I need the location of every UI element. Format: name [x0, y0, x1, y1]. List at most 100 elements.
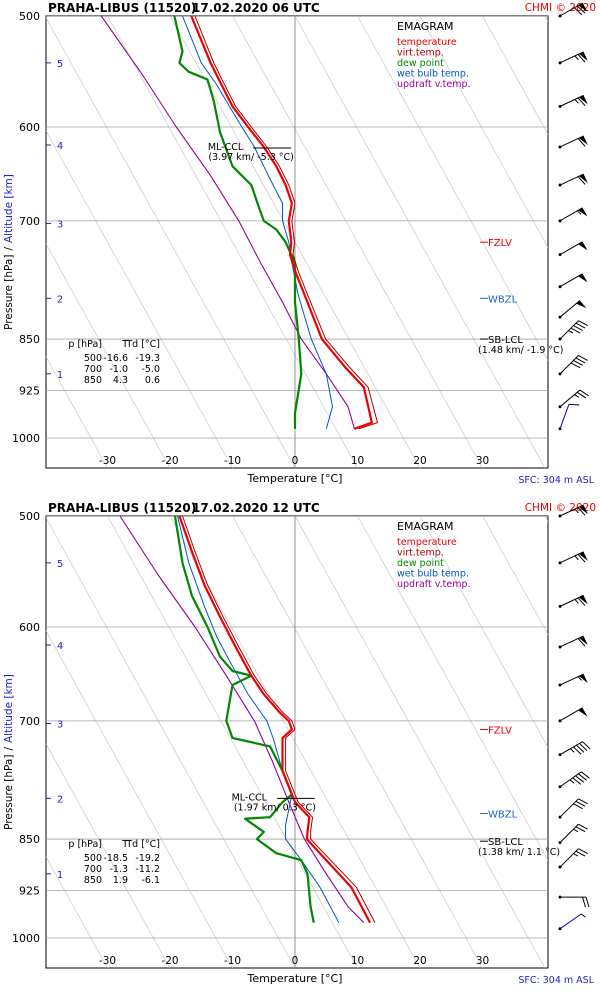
wind-barb-feather: [580, 771, 590, 779]
x-tick-label: 10: [351, 455, 364, 467]
wind-barb: [558, 51, 588, 65]
table-cell: 850: [84, 875, 102, 886]
wind-barb-pennant: [579, 674, 588, 684]
wind-barb-staff: [559, 355, 579, 375]
wind-barb: [558, 741, 591, 757]
wind-barb-feather: [575, 775, 585, 783]
wind-barb-pennant: [579, 635, 588, 646]
copyright: CHMI © 2020: [525, 502, 596, 514]
ml-ccl-label: ML-CCL: [208, 142, 244, 153]
x-tick-label: -20: [161, 455, 178, 467]
table-cell: 500: [84, 853, 102, 864]
adiabat-line: [46, 630, 233, 968]
series-line-dewpoint: [173, 16, 303, 429]
wind-barb: [558, 320, 588, 341]
wind-barb-feather: [582, 741, 591, 750]
wind-barb-feather: [578, 320, 588, 327]
wind-barb-half-feather: [573, 828, 579, 833]
adiabat-line: [419, 16, 548, 249]
grid-layer: [46, 16, 548, 468]
wind-barb-half-feather: [570, 748, 575, 753]
wind-barb: [558, 798, 588, 819]
altitude-tick-label: 5: [57, 59, 63, 70]
series-line-updraft: [119, 516, 365, 923]
wind-barb-pennant: [579, 51, 588, 61]
pressure-tick-label: 500: [19, 510, 40, 523]
wind-barb: [558, 504, 588, 518]
wind-barb-staff: [559, 673, 584, 686]
plot-frame: [45, 15, 549, 469]
x-tick-label: 0: [292, 455, 299, 467]
wind-barb-feather: [576, 744, 585, 753]
wind-barb-staff: [559, 51, 584, 64]
pressure-tick-label: 925: [19, 885, 40, 898]
wind-barb: [558, 594, 588, 608]
wind-barb-pennant: [578, 207, 588, 217]
legend-item-updraftvtemp: updraft v.temp.: [397, 579, 471, 590]
wind-barb-staff: [559, 94, 584, 107]
surface-elevation-label: SFC: 304 m ASL: [518, 975, 594, 986]
pressure-tick-label: 700: [19, 715, 40, 728]
wind-barb-staff: [559, 404, 570, 429]
wind-barb-feather: [578, 798, 588, 805]
wind-barb-staff: [559, 389, 581, 408]
wind-barb-half-feather: [574, 599, 579, 604]
legend-item-updraftvtemp: updraft v.temp.: [397, 79, 471, 90]
altitude-tick-label: 5: [57, 559, 63, 570]
altitude-tick-label: 2: [57, 294, 63, 305]
level-label-wbzl: WBZL: [488, 809, 518, 820]
adiabat-line: [107, 516, 358, 968]
grid-layer: [46, 516, 548, 968]
table-cell: 4.3: [113, 375, 128, 386]
wind-barb-feather: [573, 325, 583, 332]
wind-barb-staff: [559, 504, 584, 517]
wind-barb-feather: [577, 176, 586, 185]
legend-item-wetbulbtemp: wet bulb temp.: [397, 569, 469, 580]
adiabat-line: [107, 16, 358, 468]
wind-barb: [558, 207, 588, 223]
wind-barb-pennant: [579, 135, 588, 146]
table-cell: -1.3: [109, 864, 128, 875]
wind-barb-half-feather: [574, 99, 579, 104]
legend-item-dewpoint: dew point: [397, 58, 444, 69]
wind-barb-half-feather: [574, 555, 579, 561]
pressure-tick-label: 850: [19, 333, 40, 346]
wind-barb-staff: [559, 594, 584, 607]
altitude-tick-label: 3: [57, 219, 63, 230]
series-line-virtual: [182, 516, 376, 923]
chart-datetime: 17.02.2020 06 UTC: [192, 1, 320, 15]
plot-frame: [45, 515, 549, 969]
wind-barb-feather: [577, 638, 586, 647]
adiabat-line: [46, 856, 108, 968]
wind-barb-staff: [559, 300, 581, 318]
table-header: T: [121, 339, 128, 350]
wind-barb: [558, 895, 590, 908]
y-axis-label-altitude: Altitude [km]: [3, 674, 15, 743]
pressure-tick-label: 600: [19, 621, 40, 634]
table-cell: 850: [84, 375, 102, 386]
wind-barb-feather: [573, 7, 583, 16]
wind-barb-feather: [576, 5, 586, 14]
pressure-tick-label: 700: [19, 215, 40, 228]
x-axis-label: Temperature [°C]: [247, 972, 343, 985]
legend-item-wetbulbtemp: wet bulb temp.: [397, 69, 469, 80]
wind-barb-feather: [572, 777, 582, 785]
wind-barb-staff: [559, 913, 582, 930]
adiabat-line: [294, 16, 546, 468]
wind-barb-pennant: [578, 3, 588, 12]
x-tick-label: 30: [476, 455, 489, 467]
adiabat-line: [46, 517, 296, 968]
wind-barb: [558, 273, 588, 289]
altitude-tick-label: 3: [57, 719, 63, 730]
table-header: Td [°C]: [125, 339, 160, 350]
wind-barb-feather: [585, 896, 590, 908]
wind-barb-feather: [577, 554, 586, 563]
wind-barb-feather: [576, 391, 587, 399]
wind-barb-feather: [578, 848, 588, 855]
wind-barb: [558, 823, 588, 845]
pressure-tick-label: 925: [19, 385, 40, 398]
wind-barb: [558, 241, 588, 257]
wind-barb-pennant: [579, 174, 588, 184]
wind-barb-feather: [582, 896, 586, 908]
